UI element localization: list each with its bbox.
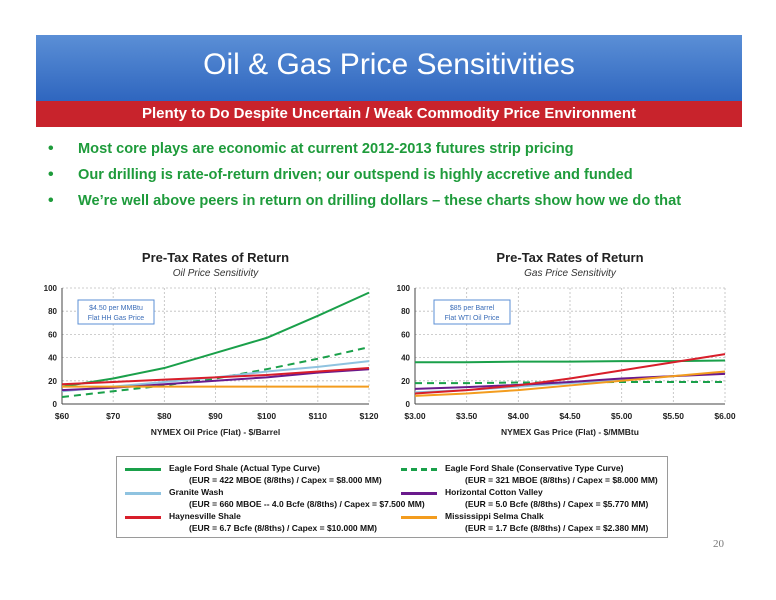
y-tick-label: 40	[48, 354, 57, 363]
series-line-2	[61, 346, 370, 399]
legend-swatch	[401, 468, 437, 471]
x-tick-label: $60	[55, 411, 69, 421]
price-assumption-line: Flat WTI Oil Price	[445, 315, 500, 322]
series-line-1	[415, 359, 726, 364]
chart-subtitle: Oil Price Sensitivity	[173, 268, 260, 279]
x-tick-label: $5.50	[663, 411, 685, 421]
chart-title: Pre-Tax Rates of Return	[142, 250, 289, 265]
legend-swatch	[125, 468, 161, 471]
series-line-5	[414, 353, 726, 395]
legend-detail: (EUR = 660 MBOE -- 4.0 Bcfe (8/8ths) / C…	[189, 499, 425, 509]
y-tick-label: 20	[401, 377, 410, 386]
x-axis-label: NYMEX Oil Price (Flat) - $/Barrel	[151, 427, 280, 437]
legend-swatch	[125, 492, 161, 495]
legend-name: Granite Wash	[169, 487, 224, 497]
y-tick-label: 40	[401, 354, 410, 363]
x-tick-label: $100	[257, 411, 276, 421]
series-line-4	[61, 368, 370, 392]
x-tick-label: $4.00	[508, 411, 530, 421]
price-assumption-box	[433, 299, 511, 325]
price-assumption-line: $4.50 per MMBtu	[89, 305, 143, 312]
legend-name: Eagle Ford Shale (Conservative Type Curv…	[445, 463, 624, 473]
series-line-1	[61, 291, 370, 388]
x-tick-label: $5.00	[611, 411, 633, 421]
x-tick-label: $4.50	[559, 411, 581, 421]
legend-name: Mississippi Selma Chalk	[445, 511, 544, 521]
x-tick-label: $110	[309, 411, 328, 421]
y-tick-label: 60	[48, 330, 57, 339]
chart-subtitle: Gas Price Sensitivity	[524, 268, 617, 279]
slide-title: Oil & Gas Price Sensitivities	[203, 48, 575, 81]
bullet-item: • We’re well above peers in return on dri…	[48, 192, 758, 218]
y-tick-label: 60	[401, 330, 410, 339]
bullet-text: Most core plays are economic at current …	[78, 141, 574, 157]
legend-detail: (EUR = 321 MBOE (8/8ths) / Capex = $8.00…	[465, 475, 658, 485]
price-assumption-line: Flat HH Gas Price	[88, 315, 145, 322]
legend-swatch	[401, 492, 437, 495]
legend-detail: (EUR = 6.7 Bcfe (8/8ths) / Capex = $10.0…	[189, 523, 378, 533]
bullet-item: • Most core plays are economic at current…	[48, 140, 758, 166]
y-tick-label: 0	[406, 400, 411, 409]
legend-name: Haynesville Shale	[169, 511, 241, 521]
page-number: 20	[713, 538, 724, 550]
legend-detail: (EUR = 422 MBOE (8/8ths) / Capex = $8.00…	[189, 475, 382, 485]
legend-detail: (EUR = 5.0 Bcfe (8/8ths) / Capex = $5.77…	[465, 499, 649, 509]
legend-detail: (EUR = 1.7 Bcfe (8/8ths) / Capex = $2.38…	[465, 523, 649, 533]
x-tick-label: $80	[157, 411, 171, 421]
legend-name: Horizontal Cotton Valley	[445, 487, 543, 497]
legend-name: Eagle Ford Shale (Actual Type Curve)	[169, 463, 320, 473]
series-line-2	[415, 380, 725, 385]
price-assumption-line: $85 per Barrel	[450, 305, 495, 312]
series-line-6	[414, 370, 726, 397]
chart-legend: Eagle Ford Shale (Actual Type Curve) (EU…	[116, 456, 668, 538]
x-tick-label: $90	[208, 411, 222, 421]
bullet-text: We’re well above peers in return on dril…	[78, 193, 682, 209]
y-tick-label: 20	[48, 377, 57, 386]
y-tick-label: 80	[48, 307, 57, 316]
bullet-dot: •	[48, 140, 54, 157]
bullet-list: • Most core plays are economic at current…	[48, 140, 758, 218]
x-tick-label: $3.00	[404, 411, 426, 421]
bullet-item: • Our drilling is rate-of-return driven; …	[48, 166, 758, 192]
subtitle-banner: Plenty to Do Despite Uncertain / Weak Co…	[36, 101, 742, 127]
y-tick-label: 100	[397, 284, 411, 293]
y-tick-label: 0	[53, 400, 58, 409]
chart-title: Pre-Tax Rates of Return	[496, 250, 643, 265]
legend-swatch	[125, 516, 161, 519]
title-banner: Oil & Gas Price Sensitivities	[36, 35, 742, 101]
bullet-dot: •	[48, 166, 54, 183]
x-tick-label: $120	[360, 411, 379, 421]
y-tick-label: 100	[44, 284, 58, 293]
x-tick-label: $6.00	[714, 411, 736, 421]
x-tick-label: $3.50	[456, 411, 478, 421]
legend-swatch	[401, 516, 437, 519]
bullet-text: Our drilling is rate-of-return driven; o…	[78, 167, 633, 183]
slide-subtitle: Plenty to Do Despite Uncertain / Weak Co…	[142, 105, 636, 122]
series-line-5	[61, 367, 370, 386]
price-assumption-box	[77, 299, 155, 325]
x-tick-label: $70	[106, 411, 120, 421]
y-tick-label: 80	[401, 307, 410, 316]
x-axis-label: NYMEX Gas Price (Flat) - $/MMBtu	[501, 427, 639, 437]
bullet-dot: •	[48, 192, 54, 209]
